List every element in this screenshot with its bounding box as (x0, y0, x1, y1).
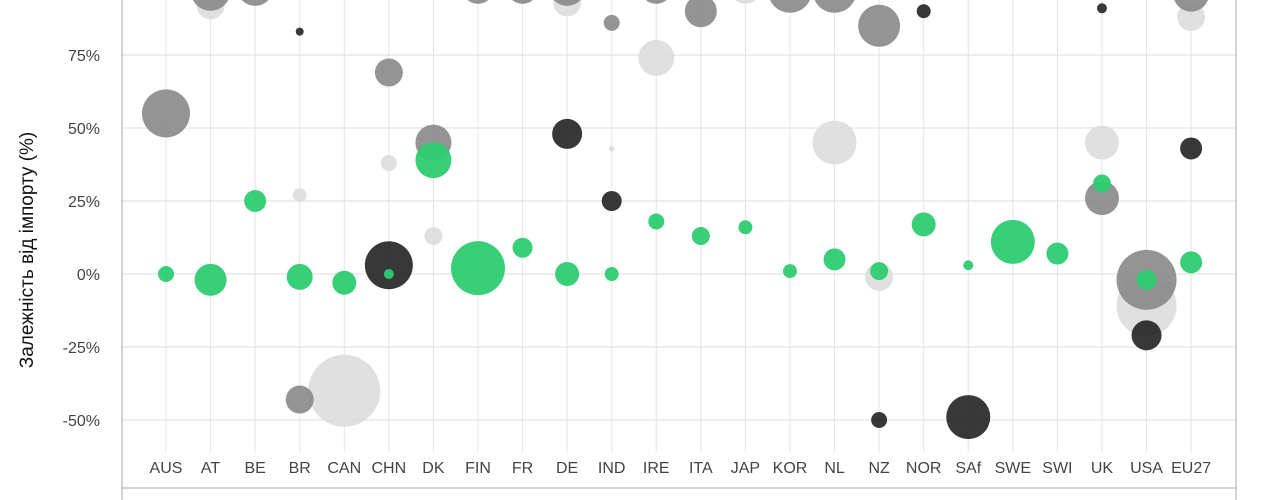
bubble-medium (645, 0, 667, 4)
bubble-medium (1084, 181, 1119, 216)
bubble-light (1084, 125, 1119, 160)
x-tick-label: BE (244, 460, 265, 477)
bubble-green (648, 213, 665, 230)
x-tick-label: SWE (995, 460, 1031, 477)
x-tick-label: CHN (372, 460, 407, 477)
bubble-medium (241, 0, 269, 6)
bubble-green (555, 262, 580, 286)
bubble-medium (192, 0, 229, 11)
bubble-dark (916, 4, 931, 19)
x-tick-label: EU27 (1171, 460, 1211, 477)
bubble-green (158, 266, 174, 282)
y-tick-label: -25% (63, 340, 100, 357)
bubble-green (738, 220, 753, 235)
label-layer: AUS AT BE BR CAN CHN DK FIN FR DE IND IRE ITA JAP KOR N… (150, 460, 1212, 477)
x-tick-label: NZ (868, 460, 890, 477)
bubble-medium (603, 14, 620, 31)
x-tick-label: IND (598, 460, 626, 477)
bubble-green (870, 262, 889, 281)
bubble-dark (295, 27, 304, 36)
x-tick-label: SWI (1042, 460, 1072, 477)
bubble-dark (1131, 320, 1162, 351)
x-tick-label: FIN (465, 460, 491, 477)
x-tick-label: ITA (689, 460, 713, 477)
bubble-medium (684, 0, 717, 28)
x-tick-label: CAN (327, 460, 361, 477)
bubble-light (735, 0, 756, 4)
x-tick-label: DE (556, 460, 578, 477)
bubble-green (1136, 269, 1157, 290)
bubble-green (332, 270, 357, 295)
bubble-light (424, 227, 443, 246)
bubble-green (990, 219, 1035, 264)
y-tick-label: -50% (63, 413, 100, 430)
x-tick-label: NL (824, 460, 845, 477)
bubble-green (963, 260, 974, 271)
bubble-medium (142, 89, 190, 138)
bubble-green (415, 142, 452, 179)
bubble-light (608, 145, 615, 152)
bubble-green (383, 269, 394, 279)
bubble-medium (770, 0, 810, 13)
bubble-dark (946, 395, 991, 440)
bubble-green (244, 190, 267, 212)
bubble-dark (871, 412, 888, 428)
bubble-light (308, 354, 381, 427)
bubble-green (911, 212, 936, 237)
y-tick-label: 75% (68, 48, 100, 65)
y-tick-label: 0% (77, 267, 100, 284)
bubble-green (194, 263, 227, 296)
x-tick-label: BR (289, 460, 311, 477)
bubble-light (812, 120, 857, 165)
bubble-layer (142, 0, 1208, 440)
bubble-light (380, 155, 397, 172)
bubble-green (286, 263, 313, 290)
x-tick-label: AUS (150, 460, 183, 477)
bubble-medium (285, 385, 314, 414)
y-tick-label: 50% (68, 121, 100, 138)
y-tick-label: 25% (68, 194, 100, 211)
x-tick-label: SAf (955, 460, 981, 477)
x-tick-label: DK (422, 460, 445, 477)
x-tick-label: USA (1130, 460, 1163, 477)
bubble-dark (601, 191, 622, 211)
bubble-green (604, 267, 619, 281)
bubble-dark (364, 241, 413, 290)
x-tick-label: AT (201, 460, 220, 477)
bubble-medium (553, 0, 581, 6)
bubble-dark (1180, 137, 1203, 160)
bubble-green (512, 237, 533, 258)
bubble-green (1180, 251, 1203, 274)
x-tick-label: IRE (643, 460, 670, 477)
bubble-green (782, 264, 797, 279)
bubble-light (638, 39, 675, 76)
bubble-green (1092, 174, 1111, 193)
bubble-medium (374, 58, 403, 87)
bubble-green (691, 227, 710, 246)
x-tick-label: FR (512, 460, 533, 477)
bubble-medium (1174, 0, 1208, 12)
x-tick-label: JAP (731, 460, 760, 477)
bubble-dark (552, 118, 583, 149)
bubble-dark (1096, 3, 1107, 14)
bubble-green (450, 241, 505, 296)
x-tick-label: NOR (906, 460, 942, 477)
x-tick-label: KOR (773, 460, 808, 477)
bubble-green (1046, 242, 1069, 265)
x-tick-label: UK (1091, 460, 1114, 477)
grid-layer (122, 0, 1236, 452)
bubble-green (823, 248, 846, 271)
bubble-light (292, 188, 307, 203)
bubble-medium (512, 0, 533, 4)
axis-layer: -50% -25% 0% 25% 50% 75% (63, 0, 1237, 500)
bubble-medium (814, 0, 855, 13)
bubble-medium (858, 4, 901, 47)
bubble-medium (467, 0, 489, 4)
